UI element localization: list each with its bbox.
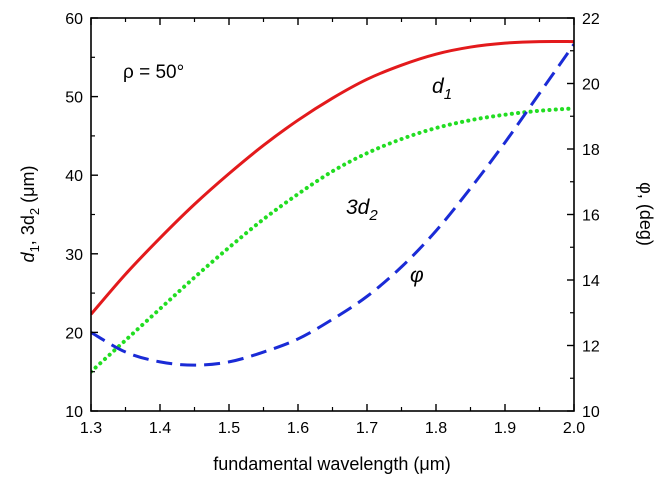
series-d1-line: [91, 39, 574, 316]
annotation-phi: φ: [410, 264, 424, 287]
y-right-tick-label: 10: [582, 404, 600, 421]
y-left-tick-label: 60: [65, 11, 83, 28]
annotation-d1: d1: [432, 75, 452, 103]
y-right-tick-label: 14: [582, 273, 600, 290]
y-right-tick-label: 16: [582, 208, 600, 225]
y-left-tick-label: 20: [65, 325, 83, 342]
x-tick-label: 2.0: [563, 420, 585, 437]
y-right-tick-label: 20: [582, 77, 600, 94]
y-left-tick-label: 40: [65, 168, 83, 185]
y-left-axis-title-mid: , 3d: [18, 215, 38, 245]
y-right-axis-title: φ, (deg): [636, 182, 656, 246]
x-tick-label: 1.8: [425, 420, 447, 437]
y-left-axis-title-d: d: [18, 251, 38, 262]
y-left-axis-title-unit: (μm): [18, 166, 38, 208]
y-right-tick-label: 18: [582, 142, 600, 159]
annotation-rho: ρ = 50°: [123, 62, 184, 83]
x-tick-label: 1.7: [356, 420, 378, 437]
series-3d2-line: [91, 106, 574, 374]
x-tick-label: 1.3: [80, 420, 102, 437]
x-axis-title: fundamental wavelength (μm): [213, 454, 451, 474]
y-right-tick-label: 12: [582, 339, 600, 356]
y-left-axis-title-sub2: 2: [27, 208, 42, 215]
annotation-3d2-sub: 2: [368, 207, 378, 224]
x-tick-label: 1.9: [494, 420, 516, 437]
x-tick-label: 1.6: [287, 420, 309, 437]
y-left-axis-title: d1, 3d2 (μm): [18, 166, 42, 263]
y-right-tick-label: 22: [582, 11, 600, 28]
x-tick-label: 1.5: [218, 420, 240, 437]
x-tick-label: 1.4: [149, 420, 171, 437]
annotation-3d2: 3d2: [346, 196, 378, 224]
y-left-tick-label: 50: [65, 90, 83, 107]
annotation-3d2-base: 3d: [346, 196, 371, 219]
annotation-d1-sub: 1: [444, 86, 452, 103]
series-phi-line: [91, 43, 574, 367]
y-left-axis-title-sub1: 1: [27, 245, 42, 252]
y-left-tick-label: 30: [65, 247, 83, 264]
y-left-tick-label: 10: [65, 404, 83, 421]
annotation-d1-base: d: [432, 75, 445, 98]
